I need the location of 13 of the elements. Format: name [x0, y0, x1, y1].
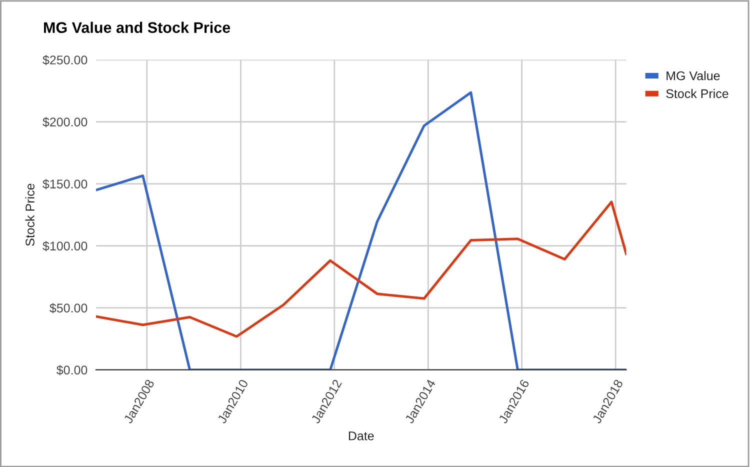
- legend-label: Stock Price: [666, 88, 728, 98]
- y-tick-label: $250.00: [42, 55, 88, 66]
- line-series: [96, 91, 626, 370]
- y-tick-label: $200.00: [42, 117, 88, 128]
- y-tick-label: $0.00: [56, 365, 88, 376]
- line-series: [96, 200, 626, 338]
- chart-title: MG Value and Stock Price: [44, 22, 230, 33]
- legend-label: MG Value: [666, 71, 720, 80]
- y-tick-label: $100.00: [42, 241, 88, 252]
- y-axis-title: Stock Price: [25, 184, 34, 246]
- x-axis-title: Date: [348, 432, 374, 440]
- y-tick-label: $150.00: [42, 179, 88, 190]
- y-tick-label: $50.00: [50, 303, 88, 314]
